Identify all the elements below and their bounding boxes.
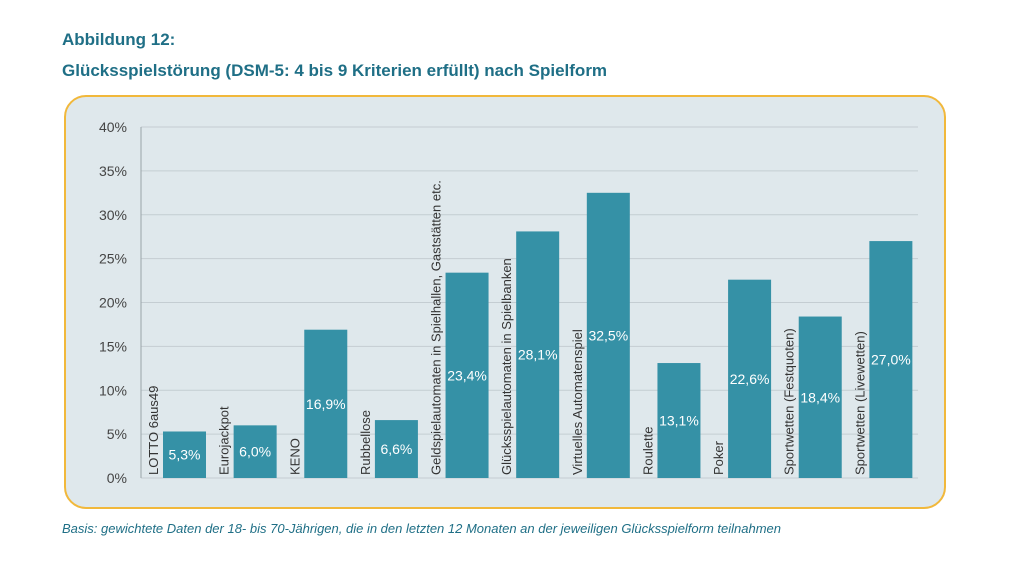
bar (516, 231, 560, 478)
category-label: Poker (711, 440, 726, 475)
bar (445, 272, 489, 478)
data-label: 5,3% (169, 447, 201, 463)
data-label: 23,4% (447, 367, 487, 383)
figure-title: Glücksspielstörung (DSM-5: 4 bis 9 Krite… (62, 61, 608, 80)
bar (233, 425, 277, 478)
category-label: Sportwetten (Livewetten) (852, 331, 867, 475)
bar (657, 363, 701, 478)
footnote: Basis: gewichtete Daten der 18- bis 70-J… (62, 521, 782, 536)
data-label: 18,4% (800, 389, 840, 405)
y-tick-label: 0% (107, 470, 127, 486)
bar (304, 329, 348, 478)
y-tick-label: 25% (99, 251, 127, 267)
category-label: Glücksspielautomaten in Spielbanken (499, 258, 514, 475)
y-tick-label: 5% (107, 426, 127, 442)
data-label: 28,1% (518, 347, 558, 363)
y-tick-label: 40% (99, 119, 127, 135)
y-tick-label: 15% (99, 338, 127, 354)
bar (163, 431, 206, 478)
data-label: 6,6% (380, 441, 412, 457)
bar (869, 241, 913, 478)
bar (586, 192, 630, 478)
data-label: 6,0% (239, 444, 271, 460)
y-tick-label: 35% (99, 163, 127, 179)
data-label: 13,1% (659, 413, 699, 429)
data-label: 32,5% (588, 327, 628, 343)
figure-label: Abbildung 12: (62, 30, 176, 49)
category-label: Roulette (640, 427, 655, 475)
category-label: Sportwetten (Festquoten) (782, 328, 797, 475)
category-label: Rubbellose (358, 410, 373, 475)
bar (374, 420, 418, 478)
data-label: 16,9% (306, 396, 346, 412)
category-label: LOTTO 6aus49 (146, 386, 161, 475)
category-label: Eurojackpot (217, 406, 232, 475)
data-label: 27,0% (871, 352, 911, 368)
data-label: 22,6% (730, 371, 770, 387)
bar (728, 279, 772, 478)
category-label: KENO (287, 438, 302, 475)
y-tick-label: 20% (99, 295, 127, 311)
y-tick-label: 10% (99, 382, 127, 398)
bar (798, 316, 842, 478)
y-tick-label: 30% (99, 207, 127, 223)
category-label: Virtuelles Automatenspiel (570, 329, 585, 475)
category-label: Geldspielautomaten in Spielhallen, Gasts… (429, 180, 444, 475)
